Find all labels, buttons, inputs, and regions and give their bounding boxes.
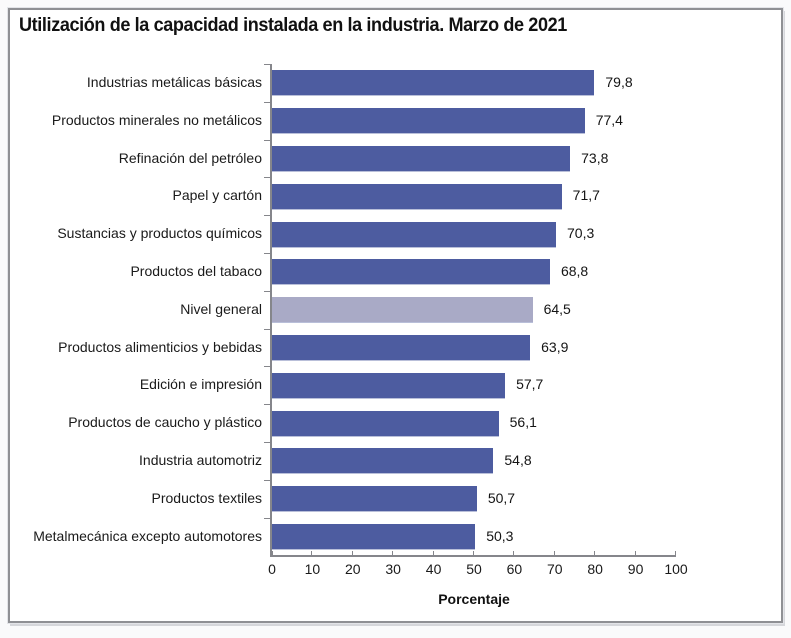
category-label: Productos de caucho y plástico — [68, 414, 262, 431]
category-label: Metalmecánica excepto automotores — [33, 527, 262, 544]
x-axis-tick — [473, 551, 474, 555]
category-label: Refinación del petróleo — [118, 149, 262, 166]
x-axis-tick-label: 60 — [506, 561, 523, 578]
x-axis-tick — [675, 551, 676, 555]
x-axis-tick — [594, 551, 596, 555]
y-axis-tick — [264, 64, 270, 65]
bar — [272, 448, 494, 474]
bar-chart: Industrias metálicas básicas Productos mi… — [20, 64, 770, 609]
x-axis-tick — [392, 551, 394, 555]
y-axis-tick — [264, 442, 270, 443]
value-label: 50,3 — [486, 527, 514, 544]
x-axis-tick — [351, 551, 353, 555]
x-axis-tick — [311, 551, 313, 555]
value-label: 63,9 — [541, 338, 569, 355]
x-axis-tick-label: 50 — [466, 561, 482, 578]
category-label: Productos minerales no metálicos — [51, 111, 262, 128]
value-label: 77,4 — [595, 111, 623, 128]
value-label: 71,7 — [572, 187, 600, 204]
x-axis-tick-label: 30 — [385, 561, 401, 578]
bar — [272, 372, 506, 398]
x-axis-tick-label: 10 — [304, 561, 321, 578]
category-label: Edición e impresión — [139, 376, 262, 393]
x-axis-tick-label: 90 — [627, 561, 644, 578]
value-label: 57,7 — [516, 376, 544, 393]
category-label: Nivel general — [180, 300, 262, 317]
value-label: 64,5 — [543, 300, 571, 317]
x-axis-tick-label: 70 — [547, 561, 563, 578]
category-label: Sustancias y productos químicos — [57, 225, 262, 242]
category-label: Papel y cartón — [172, 187, 263, 204]
bar — [272, 146, 571, 171]
y-axis-tick — [264, 253, 270, 254]
y-axis-tick — [264, 328, 270, 330]
y-axis-tick — [264, 139, 270, 141]
value-label: 54,8 — [504, 452, 532, 468]
value-label: 68,8 — [560, 263, 589, 279]
x-axis-tick-label: 40 — [425, 561, 442, 578]
category-axis: Industrias metálicas básicas Productos mi… — [20, 64, 270, 556]
value-label: 50,7 — [487, 489, 516, 506]
y-axis-tick — [264, 366, 270, 368]
bar — [272, 410, 499, 436]
bar — [272, 70, 595, 96]
value-label: 79,8 — [605, 74, 633, 90]
bar — [272, 183, 562, 209]
category-label: Industria automotriz — [139, 452, 262, 468]
bar — [272, 108, 585, 134]
y-axis-tick — [264, 517, 270, 519]
value-label: 56,1 — [509, 414, 537, 431]
x-axis-tick-label: 80 — [587, 561, 603, 578]
value-label: 73,8 — [581, 149, 609, 166]
bar — [272, 524, 476, 549]
x-axis-tick — [553, 551, 555, 555]
chart-frame: Utilización de la capacidad instalada en… — [7, 7, 784, 624]
y-axis-tick — [264, 215, 270, 217]
x-axis-tick-label: 100 — [664, 561, 688, 578]
category-label: Productos textiles — [151, 489, 263, 506]
bar-highlight — [272, 297, 533, 323]
y-axis-tick — [264, 290, 270, 292]
y-axis-tick — [264, 404, 270, 406]
x-axis-tick — [513, 551, 515, 555]
bar — [272, 486, 477, 512]
x-axis-title: Porcentaje — [438, 591, 510, 608]
bar — [272, 335, 531, 360]
y-axis-tick — [264, 479, 270, 481]
chart-title: Utilización de la capacidad instalada en… — [19, 15, 567, 36]
x-axis-tick — [432, 551, 434, 555]
x-axis-tick-label: 0 — [268, 561, 276, 578]
x-axis-tick — [634, 551, 636, 555]
plot-area: 79,8 77,4 73,8 71,7 70,3 68,8 64,5 63,9 57,7 56,1… — [264, 64, 688, 577]
y-axis-tick — [264, 177, 270, 179]
bar — [272, 221, 556, 247]
bar — [272, 259, 550, 285]
category-label: Productos del tabaco — [130, 263, 262, 279]
x-axis-tick-label: 20 — [345, 561, 361, 578]
y-axis-tick — [264, 101, 270, 103]
category-label: Productos alimenticios y bebidas — [58, 338, 262, 355]
value-label: 70,3 — [567, 225, 595, 242]
x-axis-tick — [272, 551, 273, 555]
category-label: Industrias metálicas básicas — [86, 74, 262, 90]
